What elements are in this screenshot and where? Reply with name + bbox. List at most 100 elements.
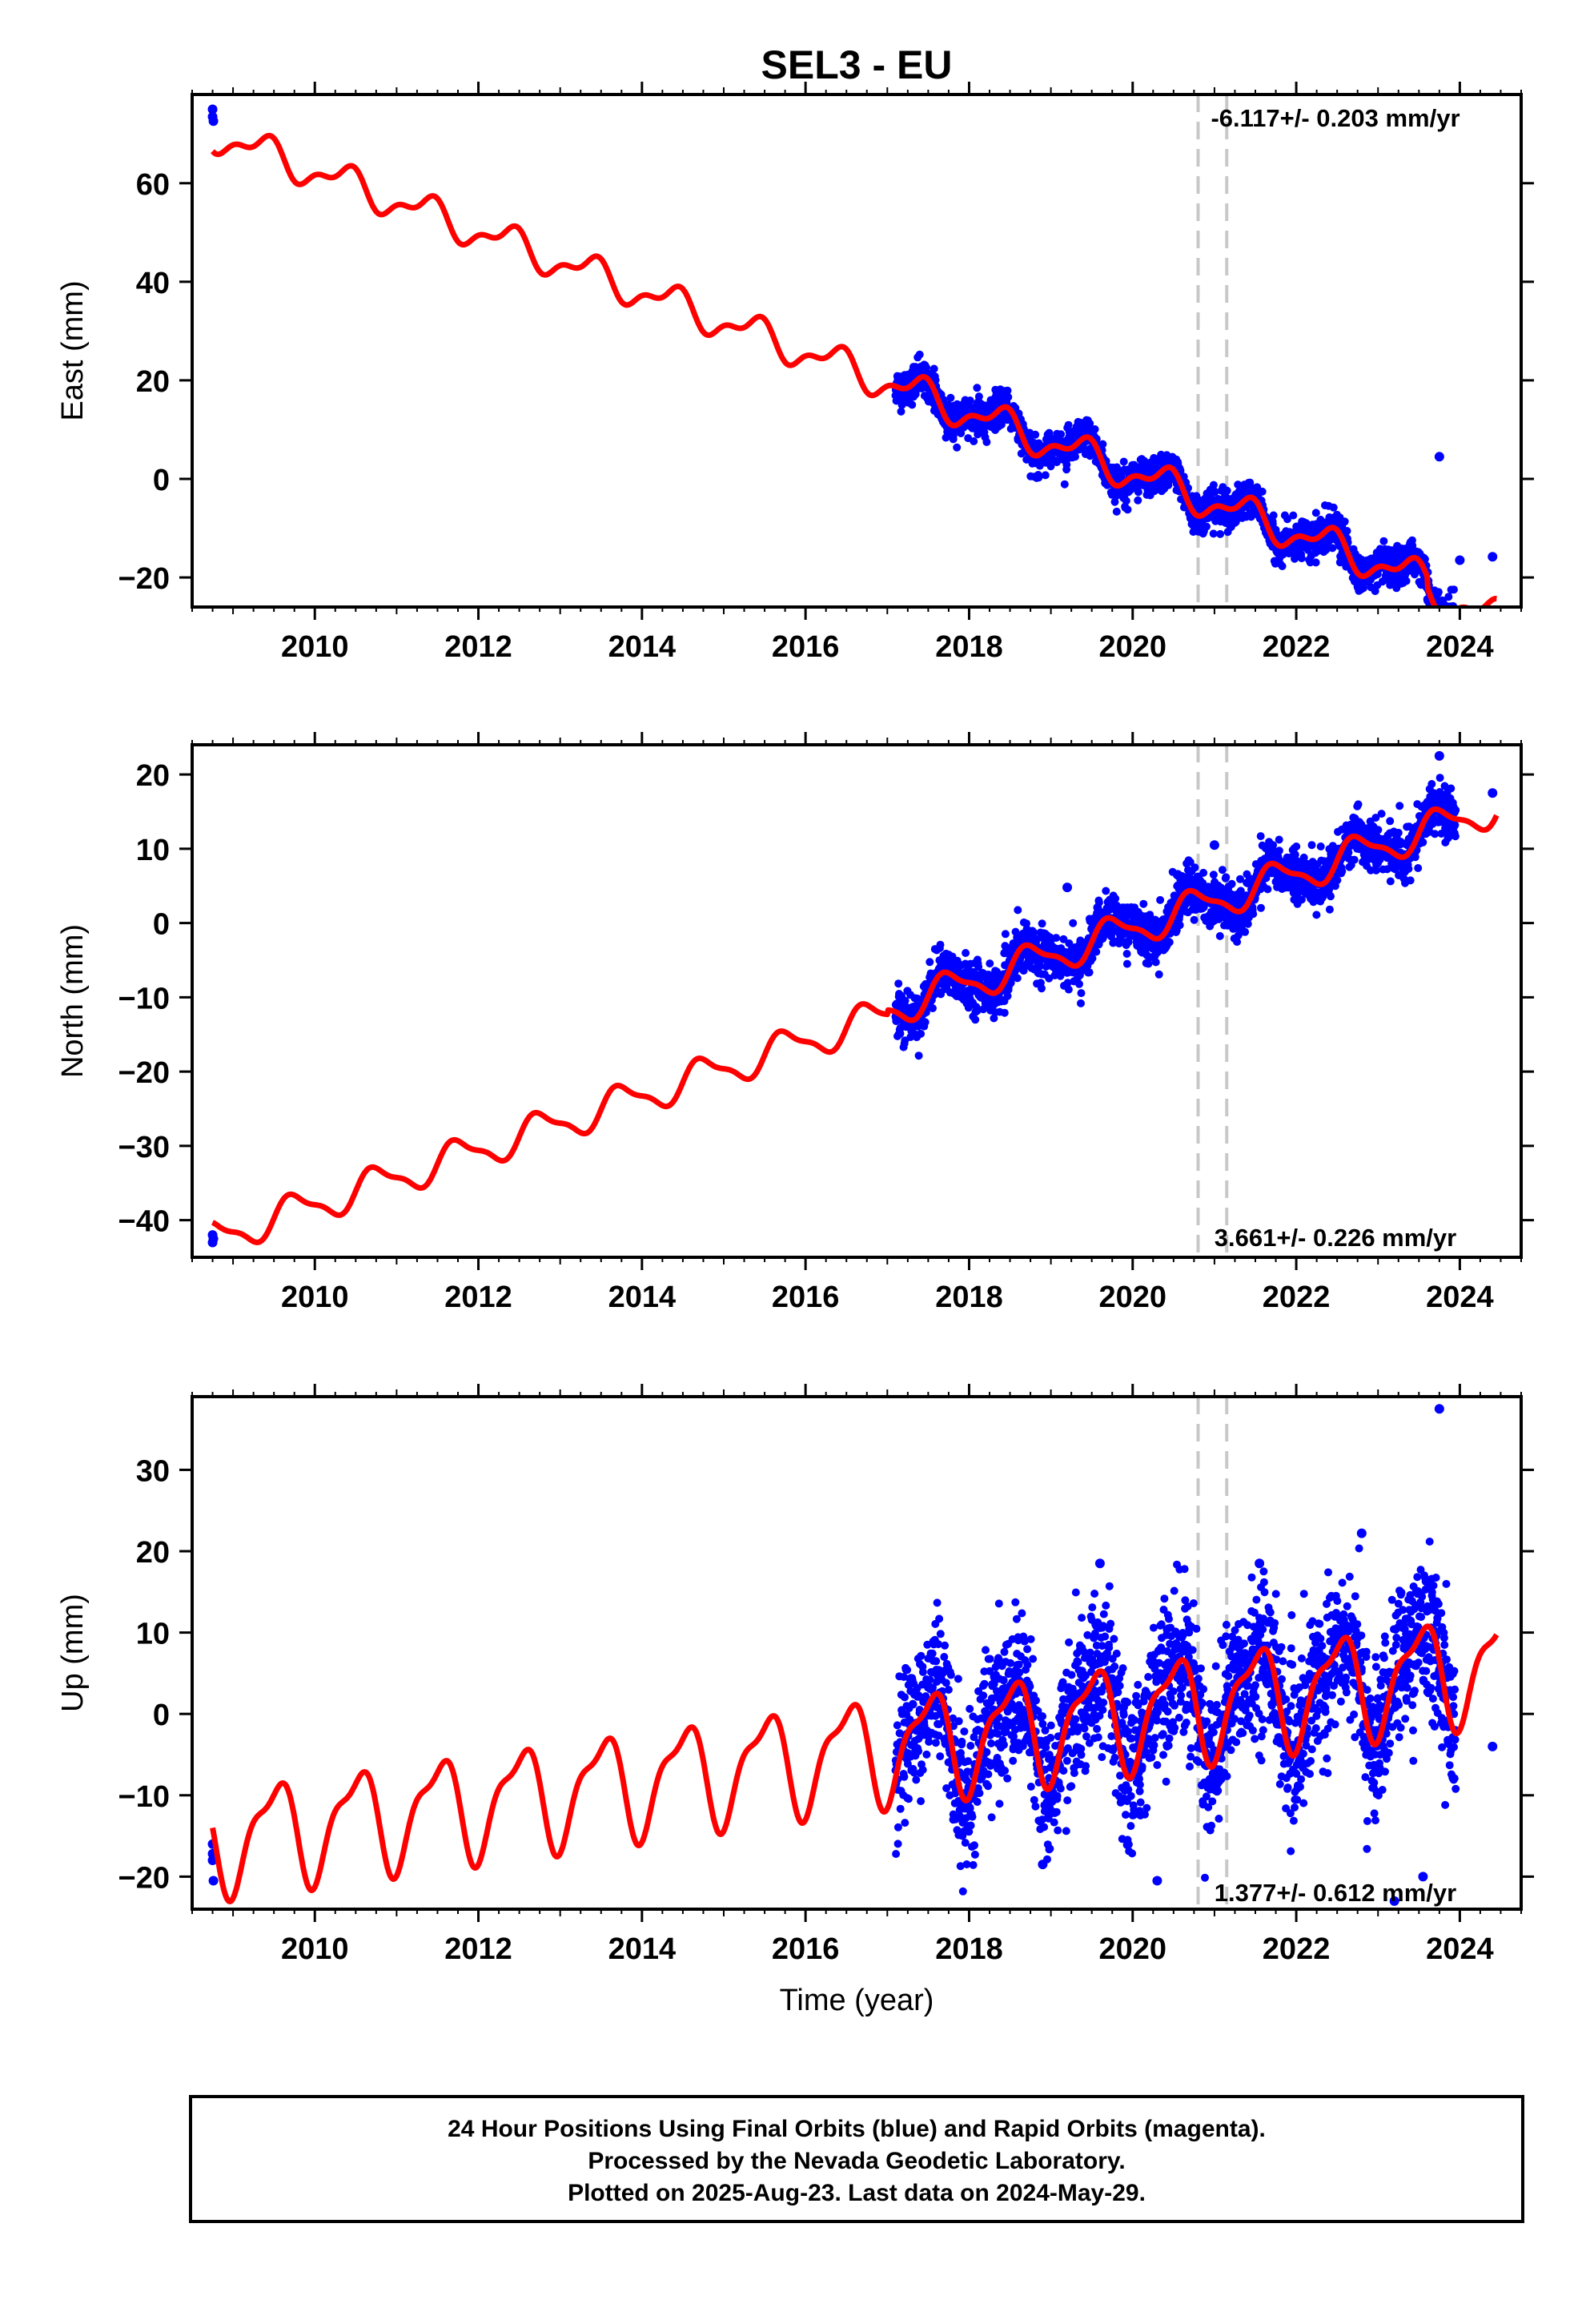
observation-point [974, 392, 983, 401]
observation-point [1350, 855, 1359, 864]
observation-point [971, 1015, 980, 1024]
observation-point [1395, 802, 1404, 810]
observation-point [905, 1795, 913, 1803]
y-tick-label: 20 [136, 365, 170, 399]
observation-point [896, 1804, 905, 1813]
x-tick-label: 2022 [1263, 630, 1331, 664]
observation-point [1151, 958, 1160, 967]
observation-point [921, 1018, 930, 1027]
observation-point [1064, 985, 1073, 994]
observation-point [1435, 774, 1444, 782]
y-tick-label: 60 [136, 168, 170, 202]
observation-point [1227, 879, 1236, 888]
observation-point [946, 393, 955, 402]
observation-point [1191, 863, 1199, 872]
observation-point [1278, 562, 1287, 570]
x-tick-label: 2022 [1263, 1281, 1331, 1314]
panels-group: 2010 2012 2014 2016 2018 2020 2022 2024 −20 0 20 40… [56, 82, 1534, 1966]
observation-point [935, 1614, 944, 1623]
x-tick-label: 2012 [444, 1281, 512, 1314]
observation-point [1190, 915, 1199, 924]
observation-point [1283, 515, 1291, 524]
observation-point [917, 1029, 926, 1038]
observation-point [1340, 517, 1349, 526]
observation-point [1292, 842, 1301, 850]
observation-point [1444, 593, 1453, 601]
observation-point [1031, 430, 1040, 439]
observation-point [1450, 585, 1458, 594]
observation-point [1077, 999, 1085, 1007]
observation-point [1263, 885, 1272, 894]
x-tick-label: 2020 [1098, 630, 1166, 664]
x-tick-label: 2010 [281, 1281, 349, 1314]
observation-point [893, 1839, 902, 1848]
observation-point [1249, 910, 1258, 919]
observation-point [982, 438, 991, 446]
observation-point [1122, 950, 1131, 958]
x-ticks-east [191, 82, 1522, 620]
observation-point [1307, 841, 1316, 850]
observation-point [1427, 780, 1436, 788]
observation-point [931, 1739, 940, 1747]
observation-point [1092, 947, 1101, 956]
observation-point [908, 400, 917, 409]
y-axis-label-north: North (mm) [56, 924, 90, 1078]
y-tick-label: 40 [136, 267, 170, 300]
observation-point [1434, 588, 1443, 597]
observation-point [925, 1738, 934, 1746]
observation-point [893, 1823, 902, 1831]
observation-point [1452, 806, 1460, 814]
x-tick-label: 2016 [772, 630, 840, 664]
observation-point [1077, 989, 1086, 998]
observation-point [936, 1630, 945, 1638]
observation-point [208, 1233, 219, 1244]
observation-point [1258, 487, 1267, 496]
observation-point [1122, 497, 1130, 505]
observation-point [1455, 555, 1465, 565]
observation-point [1216, 529, 1225, 538]
observation-point [207, 104, 218, 115]
observation-point [917, 1651, 926, 1660]
x-tick-label: 2014 [608, 1281, 677, 1314]
x-tick-label: 2018 [935, 1281, 1003, 1314]
observation-point [1269, 511, 1278, 520]
observation-point [1386, 877, 1395, 886]
observation-point [1218, 866, 1227, 875]
observation-point [931, 376, 940, 384]
observation-point [1038, 984, 1046, 993]
observation-point [950, 430, 958, 439]
observation-point [1209, 870, 1218, 879]
observation-point [1134, 488, 1142, 497]
observation-point [208, 116, 219, 127]
observation-point [1175, 921, 1184, 930]
observation-point [1322, 545, 1331, 554]
observation-point [1053, 458, 1061, 467]
observation-point [1102, 887, 1110, 895]
observation-point [1062, 883, 1073, 893]
observation-point [1222, 873, 1231, 882]
observation-point [1488, 552, 1498, 562]
observation-point [1275, 835, 1283, 844]
observation-point [1211, 488, 1219, 497]
observation-point [1408, 541, 1417, 550]
observation-point [1257, 903, 1265, 912]
observation-point [1338, 866, 1347, 875]
observation-point [918, 1667, 927, 1676]
observation-point [1110, 497, 1119, 506]
observation-point [901, 1693, 909, 1702]
observation-point [990, 1014, 998, 1023]
observation-point [1234, 480, 1243, 489]
observation-point [917, 1797, 926, 1806]
observation-point [1052, 934, 1061, 943]
y-tick-label: 0 [153, 464, 170, 497]
observation-point [901, 996, 909, 1005]
y-tick-label: −20 [118, 1056, 170, 1090]
observation-point [973, 1007, 982, 1015]
observation-point [1386, 817, 1395, 826]
observation-point [1094, 899, 1103, 907]
y-ticks-east [179, 182, 1534, 579]
x-tick-label: 2024 [1426, 630, 1494, 664]
model-curve-east [211, 132, 1499, 607]
observation-point [1199, 868, 1208, 877]
observation-point [1085, 968, 1094, 977]
